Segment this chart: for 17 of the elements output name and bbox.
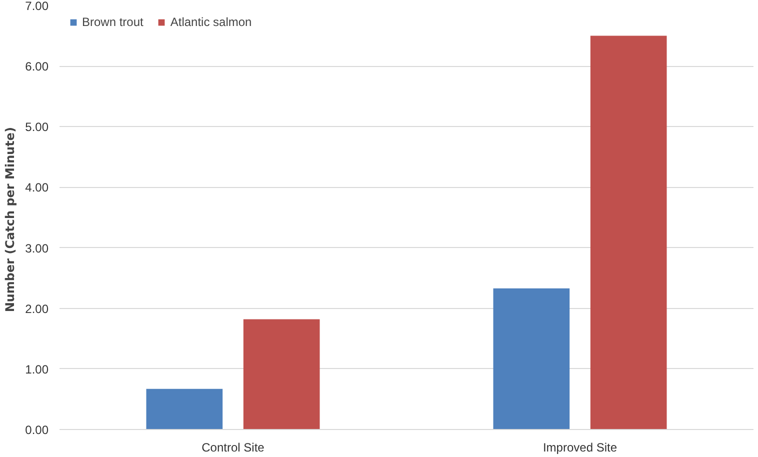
y-tick-label: 5.00 [25, 120, 49, 134]
y-tick-label: 3.00 [25, 241, 49, 256]
y-tick-label: 0.00 [25, 423, 49, 437]
y-tick-label: 6.00 [25, 60, 49, 74]
bar [243, 319, 320, 430]
y-tick-label: 4.00 [25, 180, 49, 195]
x-tick-label: Improved Site [542, 440, 618, 454]
y-tick-label: 2.00 [25, 302, 49, 316]
bar [146, 388, 223, 430]
y-axis-title: Number (Catch per Minute) [3, 126, 18, 312]
y-tick-label: 7.00 [25, 0, 49, 13]
y-tick-label: 1.00 [25, 362, 49, 376]
legend-label: Brown trout [82, 15, 144, 29]
bar [590, 36, 667, 430]
x-tick-label: Control Site [202, 440, 265, 454]
legend-label: Atlantic salmon [170, 15, 252, 29]
bar [493, 288, 570, 430]
